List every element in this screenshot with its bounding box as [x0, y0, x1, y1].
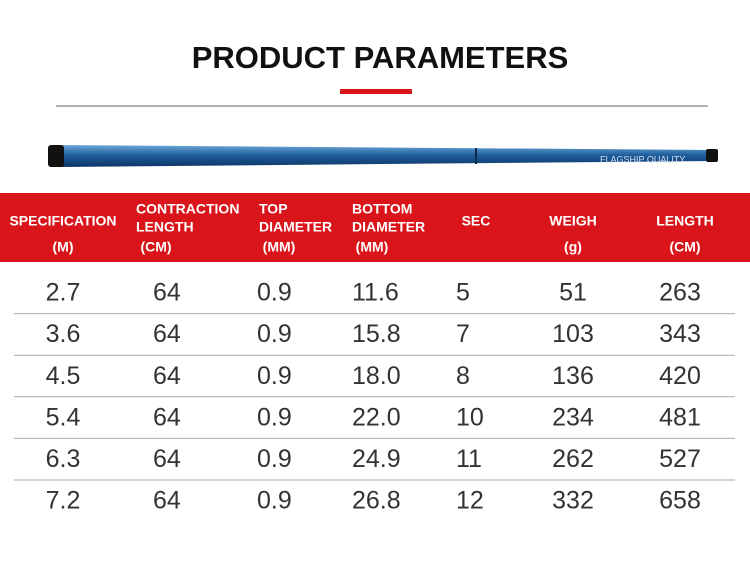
cell: 64 — [153, 403, 181, 431]
table-header — [0, 193, 750, 262]
cell: 0.9 — [257, 362, 292, 390]
cell: 103 — [552, 320, 594, 348]
header-text: SEC — [462, 213, 491, 229]
header-unit: (CM) — [669, 239, 700, 255]
header-text: DIAMETER — [259, 219, 332, 235]
header-text: WEIGH — [549, 213, 596, 229]
header-text: SPECIFICATION — [9, 213, 116, 229]
cell: 26.8 — [352, 487, 401, 515]
cell: 64 — [153, 445, 181, 473]
rod-label: FLAGSHIP QUALITY — [600, 154, 685, 164]
cell: 24.9 — [352, 445, 401, 473]
cell: 481 — [659, 403, 701, 431]
cell: 64 — [153, 320, 181, 348]
header-unit: (MM) — [356, 239, 389, 255]
header-text: LENGTH — [656, 213, 714, 229]
cell: 22.0 — [352, 403, 401, 431]
header-text: CONTRACTION — [136, 201, 239, 217]
cell: 527 — [659, 445, 701, 473]
cell: 8 — [456, 362, 470, 390]
cell: 0.9 — [257, 320, 292, 348]
cell: 64 — [153, 279, 181, 307]
cell: 64 — [153, 362, 181, 390]
cell: 234 — [552, 403, 594, 431]
cell: 420 — [659, 362, 701, 390]
cell: 0.9 — [257, 403, 292, 431]
header-text: BOTTOM — [352, 201, 412, 217]
cell: 332 — [552, 487, 594, 515]
header-unit: (M) — [53, 239, 74, 255]
header-text: TOP — [259, 201, 288, 217]
cell: 5 — [456, 279, 470, 307]
cell: 18.0 — [352, 362, 401, 390]
cell: 7.2 — [46, 487, 81, 515]
cell: 262 — [552, 445, 594, 473]
cell: 64 — [153, 487, 181, 515]
header-unit: (MM) — [263, 239, 296, 255]
cell: 263 — [659, 279, 701, 307]
cell: 7 — [456, 320, 470, 348]
cell: 3.6 — [46, 320, 81, 348]
cell: 2.7 — [46, 279, 81, 307]
cell: 12 — [456, 487, 484, 515]
header-unit: (CM) — [140, 239, 171, 255]
cell: 343 — [659, 320, 701, 348]
rod: FLAGSHIP QUALITY — [48, 145, 718, 167]
cell: 4.5 — [46, 362, 81, 390]
accent-bar — [340, 89, 412, 94]
cell: 51 — [559, 279, 587, 307]
cell: 5.4 — [46, 403, 81, 431]
cell: 136 — [552, 362, 594, 390]
cell: 11 — [456, 445, 482, 473]
header-unit: (g) — [564, 239, 582, 255]
header-text: LENGTH — [136, 219, 194, 235]
title: PRODUCT PARAMETERS — [192, 40, 569, 75]
cell: 6.3 — [46, 445, 81, 473]
cell: 15.8 — [352, 320, 401, 348]
cell: 658 — [659, 487, 701, 515]
cell: 0.9 — [257, 445, 292, 473]
header-text: DIAMETER — [352, 219, 425, 235]
cell: 0.9 — [257, 487, 292, 515]
cell: 11.6 — [352, 279, 399, 307]
cell: 0.9 — [257, 279, 292, 307]
cell: 10 — [456, 403, 484, 431]
